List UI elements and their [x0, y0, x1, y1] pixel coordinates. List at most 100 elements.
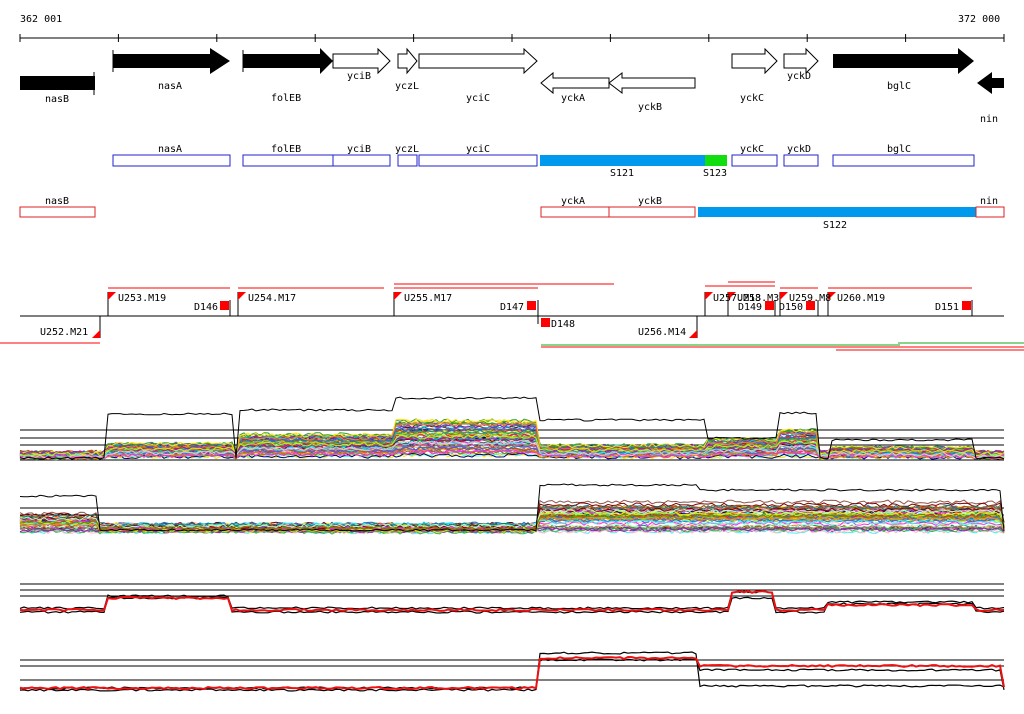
box-folEB[interactable] — [242, 154, 334, 167]
box-bglC[interactable] — [832, 154, 975, 167]
box-label: folEB — [271, 144, 301, 155]
gene-yciB[interactable]: yciB — [332, 47, 391, 82]
gene-label: yczL — [395, 81, 419, 92]
downshift-label: D151 — [935, 302, 959, 313]
coordinate-ruler: 362 001 372 000 — [19, 14, 1005, 42]
upshift-marker[interactable] — [705, 292, 713, 300]
gene-label: yckC — [740, 93, 764, 104]
gene-yczL[interactable]: yczL — [395, 47, 419, 92]
box-yckB[interactable] — [608, 206, 696, 218]
box-yckC[interactable] — [731, 154, 778, 167]
box-yciB[interactable] — [332, 154, 391, 167]
gene-yckA[interactable]: yckA — [540, 71, 610, 104]
box-label: yciB — [347, 144, 371, 155]
gene-label: nasA — [158, 81, 182, 92]
upshift-marker[interactable] — [92, 330, 100, 338]
downshift-marker[interactable] — [962, 301, 971, 310]
downshift-marker[interactable] — [806, 301, 815, 310]
expression-trace — [19, 396, 1005, 460]
upshift-label: U260.M19 — [837, 293, 885, 304]
gene-nin[interactable]: nin — [977, 72, 1004, 125]
gene-nasA[interactable]: nasA — [112, 48, 230, 92]
gene-label: yckA — [561, 93, 585, 104]
downshift-label: D148 — [551, 319, 575, 330]
expression-trace — [19, 509, 1005, 529]
upshift-label: U258.M3 — [737, 293, 779, 304]
downshift-label: D150 — [779, 302, 803, 313]
box-nasA[interactable] — [112, 154, 231, 167]
upshift-marker[interactable] — [238, 292, 246, 300]
expression-trace — [19, 655, 1005, 691]
box-label: yciC — [466, 144, 490, 155]
expression-trace — [19, 504, 1005, 528]
expression-trace — [19, 511, 1005, 533]
gene-folEB[interactable]: folEB — [242, 48, 333, 104]
gene-yckC[interactable]: yckC — [731, 47, 778, 104]
downshift-label: D146 — [194, 302, 218, 313]
gene-label: yckD — [787, 71, 811, 82]
upshift-marker[interactable] — [689, 330, 697, 338]
upshift-marker[interactable] — [108, 292, 116, 300]
segment-S122[interactable] — [698, 207, 976, 217]
box-nin[interactable] — [975, 206, 1005, 218]
gene-label: yciC — [466, 93, 490, 104]
expression-trace — [19, 483, 1005, 532]
upshift-marker[interactable] — [828, 292, 836, 300]
upshift-marker[interactable] — [780, 292, 788, 300]
box-label: nasB — [45, 196, 69, 207]
box-label: yckD — [787, 144, 811, 155]
expression-panel-plus-strand — [19, 396, 1005, 461]
box-nasB[interactable] — [19, 206, 96, 218]
expression-trace — [19, 449, 1005, 460]
minus-strand-track: nasB yckA yckB S122 nin — [19, 196, 1005, 231]
box-label: yczL — [395, 144, 419, 155]
expression-trace — [19, 418, 1005, 457]
gene-label: bglC — [887, 81, 911, 92]
box-label: nin — [980, 196, 998, 207]
expression-summary-panel-plus — [19, 583, 1005, 614]
box-label: yckB — [638, 196, 662, 207]
gene-label: yciB — [347, 71, 371, 82]
box-label: bglC — [887, 144, 911, 155]
segment-S123[interactable] — [705, 155, 727, 166]
downshift-label: D147 — [500, 302, 524, 313]
start-coordinate: 362 001 — [20, 14, 62, 25]
expression-trace — [19, 439, 1005, 460]
gene-yckB[interactable]: yckB — [608, 71, 696, 113]
expression-trace — [19, 440, 1005, 459]
gene-annotation-row: nasB nasA folEB yciB yczL yciC — [20, 47, 1004, 125]
box-label: nasA — [158, 144, 182, 155]
downshift-marker[interactable] — [541, 318, 550, 327]
upshift-label: U253.M19 — [118, 293, 166, 304]
gene-nasB[interactable]: nasB — [20, 72, 95, 105]
expression-trace — [19, 447, 1005, 461]
downshift-marker[interactable] — [220, 301, 229, 310]
box-yckA[interactable] — [540, 206, 610, 218]
expression-trace — [19, 589, 1005, 613]
box-yckD[interactable] — [783, 154, 819, 167]
gene-yckD[interactable]: yckD — [783, 47, 819, 82]
upshift-marker[interactable] — [728, 292, 736, 300]
upshift-label: U259.M8 — [789, 293, 831, 304]
gene-bglC[interactable]: bglC — [833, 48, 974, 92]
box-yczL[interactable] — [397, 154, 418, 167]
segment-label: S123 — [703, 168, 727, 179]
ruler-ticks — [19, 34, 1005, 42]
expression-trace — [19, 651, 1005, 690]
expression-summary-panel-minus — [19, 651, 1005, 692]
gene-label: nasB — [45, 94, 69, 105]
downshift-marker[interactable] — [527, 301, 536, 310]
upshift-label: U257.M13 — [713, 293, 761, 304]
box-yciC[interactable] — [418, 154, 538, 167]
upshift-label: U256.M14 — [638, 327, 686, 338]
end-coordinate: 372 000 — [958, 14, 1000, 25]
downshift-marker[interactable] — [765, 301, 774, 310]
segment-S121[interactable] — [540, 155, 705, 166]
gene-label: folEB — [271, 93, 301, 104]
gene-yciC[interactable]: yciC — [418, 47, 538, 104]
upshift-marker[interactable] — [394, 292, 402, 300]
plus-strand-track: nasA folEB yciB yczL yciC S121 S123 yckC… — [112, 144, 975, 179]
gene-label: nin — [980, 114, 998, 125]
upshift-label: U252.M21 — [40, 327, 88, 338]
